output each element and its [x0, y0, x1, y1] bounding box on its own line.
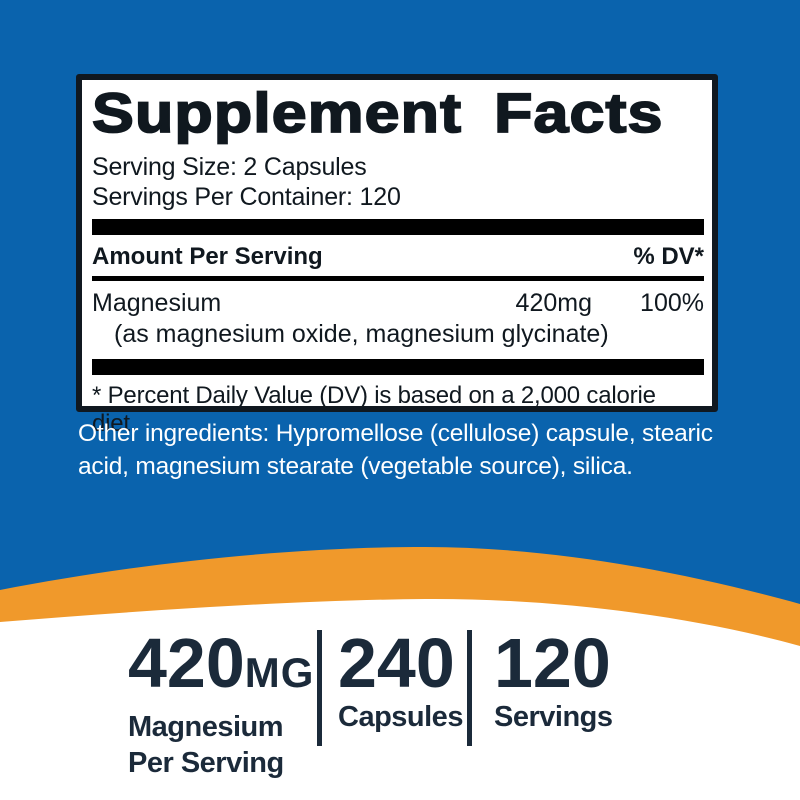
- other-ingredients: Other ingredients: Hypromellose (cellulo…: [78, 417, 713, 483]
- nutrient-daily-value: 100%: [640, 289, 704, 317]
- white-lower-background: [0, 593, 800, 720]
- thin-divider-rule: [92, 276, 704, 281]
- amount-per-serving-label: Amount Per Serving: [92, 243, 323, 270]
- daily-value-footnote: * Percent Daily Value (DV) is based on a…: [92, 382, 656, 437]
- stat-dose-number: 420MG: [128, 628, 314, 708]
- stat-divider-2: [467, 630, 472, 746]
- stat-dose-label-2: Per Serving: [128, 747, 284, 779]
- stat-capsules-label: Capsules: [338, 701, 463, 733]
- stat-dose-unit: MG: [244, 649, 315, 696]
- nutrient-form: (as magnesium oxide, magnesium glycinate…: [114, 320, 609, 348]
- stat-servings-label: Servings: [494, 701, 613, 733]
- stat-servings: 120 Servings: [494, 628, 613, 734]
- other-ingredients-line-2: acid, magnesium stearate (vegetable sour…: [78, 453, 633, 480]
- stat-dose-label-1: Magnesium: [128, 711, 284, 743]
- stat-dose-value: 420: [128, 624, 245, 702]
- thick-divider-bar-bottom: [92, 359, 704, 375]
- panel-title: Supplement Facts: [91, 81, 664, 144]
- nutrient-amount: 420mg: [515, 289, 592, 317]
- nutrient-row: Magnesium 420mg 100%: [92, 281, 704, 318]
- other-ingredients-line-1: Other ingredients: Hypromellose (cellulo…: [78, 420, 713, 447]
- orange-swoosh-graphic: [0, 547, 800, 720]
- stat-capsules-value: 240: [338, 624, 455, 702]
- supplement-facts-panel: Supplement Facts Serving Size: 2 Capsule…: [76, 74, 718, 437]
- stat-dose: 420MG Magnesium Per Serving: [128, 628, 314, 780]
- stat-servings-value: 120: [494, 624, 611, 702]
- serving-size: Serving Size: 2 Capsules: [92, 153, 367, 181]
- daily-value-header: % DV*: [633, 243, 704, 270]
- stat-divider-1: [317, 630, 322, 746]
- nutrient-name: Magnesium: [92, 289, 222, 317]
- servings-per-container: Servings Per Container: 120: [92, 183, 401, 211]
- thick-divider-bar-top: [92, 219, 704, 235]
- orange-swoosh: [0, 547, 800, 646]
- stat-capsules: 240 Capsules: [338, 628, 463, 734]
- amount-header-row: Amount Per Serving % DV*: [92, 235, 704, 276]
